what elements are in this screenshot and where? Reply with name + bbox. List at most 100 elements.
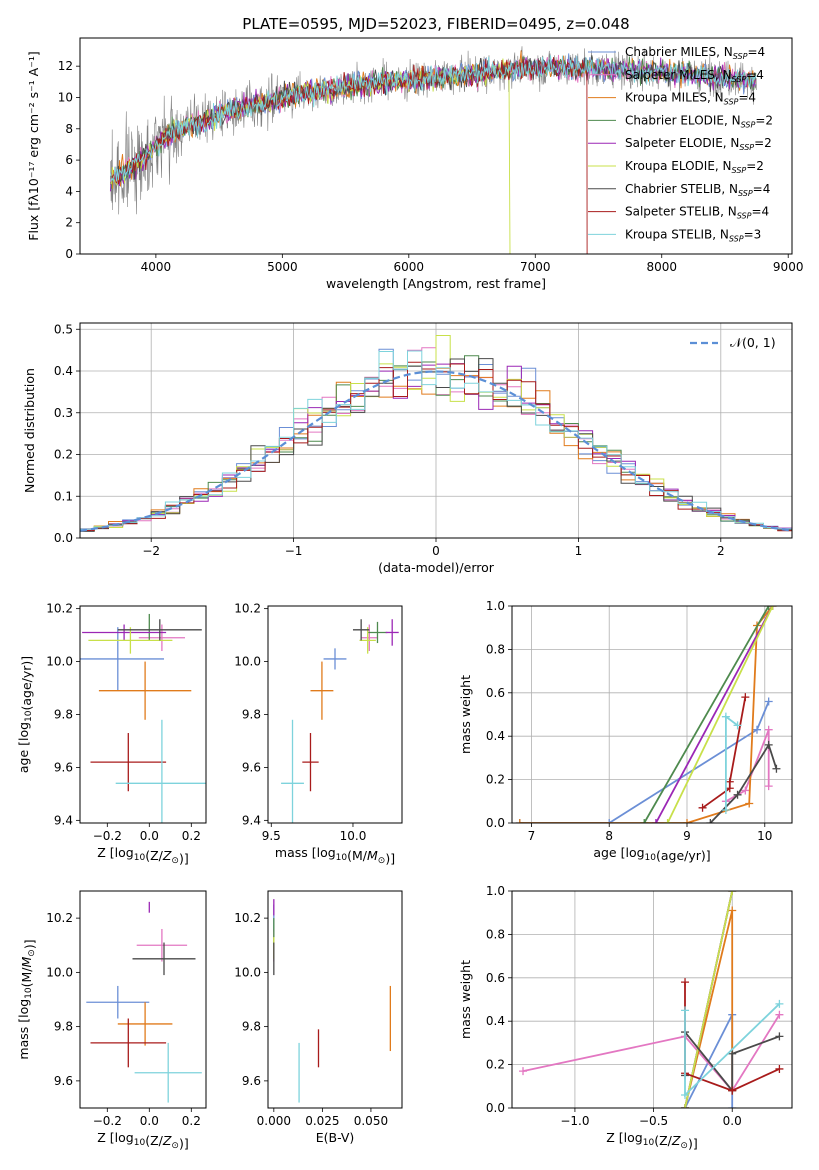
- x-tick-label: 8: [605, 829, 613, 843]
- panel-residuals: −2 −1 0 1 2 0.0 0.1 0.2 0.3 0.4 0.5 (data-model)/er…: [22, 322, 793, 575]
- x-tick-label: 6000: [394, 260, 425, 274]
- normal-reference-curve: [80, 370, 792, 532]
- data-marker: [663, 819, 672, 823]
- figure-title: PLATE=0595, MJD=52023, FIBERID=0495, z=0…: [242, 15, 629, 33]
- data-marker: [605, 819, 614, 823]
- data-marker: [764, 606, 773, 610]
- data-marker: [728, 1049, 737, 1058]
- x-axis-label: mass [log10(M/M⊙)]: [275, 845, 395, 866]
- x-tick-label: 4000: [141, 260, 172, 274]
- y-tick-label: 0.2: [54, 448, 73, 462]
- mass-weight-line: [684, 891, 734, 1108]
- y-tick-label: 10.0: [46, 965, 73, 979]
- x-tick-label: −2: [142, 544, 160, 558]
- data-marker: [768, 606, 777, 610]
- y-tick-label: 10.0: [234, 965, 261, 979]
- legend-entry: Kroupa STELIB, NSSP=3: [625, 227, 761, 243]
- data-marker: [775, 999, 784, 1008]
- data-marker: [721, 805, 730, 814]
- data-marker: [681, 1104, 690, 1108]
- panel-age_vs_mass: 9.5 10.0 9.4 9.6 9.8 10.0 10.2 mass [log10(M/M⊙…: [234, 602, 403, 866]
- data-marker: [728, 891, 737, 895]
- x-tick-label: −0.2: [93, 829, 122, 843]
- x-tick-label: 5000: [267, 260, 298, 274]
- axes-frame: −2 −1 0 1 2 0.0 0.1 0.2 0.3 0.4 0.5 (data-model)/er…: [22, 322, 793, 575]
- y-tick-label: 10.2: [234, 911, 261, 925]
- legend-entry: Salpeter ELODIE, NSSP=2: [625, 136, 772, 152]
- data-marker: [651, 819, 660, 823]
- data-marker: [741, 693, 750, 702]
- data-marker: [772, 764, 781, 773]
- panel-mass_weight_vs_Z: −1.0 −0.5 0.0 0.0 0.2 0.4 0.6 0.8 1.0 Z [log10(Z/…: [458, 884, 793, 1151]
- y-axis-label: age [log10(age/yr)]: [16, 656, 34, 773]
- mass-weight-line: [519, 606, 774, 823]
- panel-mass_weight_vs_age: 7 8 9 10 0.0 0.2 0.4 0.6 0.8 1.0 age [log10(age/yr…: [458, 599, 793, 863]
- y-tick-label: 0.6: [486, 686, 505, 700]
- data-marker: [764, 782, 773, 791]
- x-tick-label: −0.2: [93, 1114, 122, 1128]
- y-tick-label: 9.6: [242, 760, 261, 774]
- y-tick-label: 1.0: [486, 884, 505, 898]
- x-tick-label: 8000: [646, 260, 677, 274]
- legend-entry: Kroupa ELODIE, NSSP=2: [625, 159, 764, 175]
- model-spectrum: [109, 57, 588, 254]
- data-marker: [721, 712, 730, 721]
- plot-area: [80, 613, 206, 823]
- plot-area: [109, 46, 757, 254]
- residual-histogram: [80, 350, 792, 530]
- axes-border: [79, 890, 207, 1109]
- x-tick-label: 0.025: [305, 1114, 339, 1128]
- x-tick-label: 0.050: [354, 1114, 388, 1128]
- axes-border: [79, 37, 793, 255]
- legend-entry: 𝒩(0, 1): [730, 335, 776, 350]
- y-tick-label: 0.3: [54, 406, 73, 420]
- axes-frame: −1.0 −0.5 0.0 0.0 0.2 0.4 0.6 0.8 1.0 Z [log10(Z/…: [458, 884, 793, 1151]
- x-tick-label: 0.0: [140, 1114, 159, 1128]
- y-tick-label: 6: [65, 153, 73, 167]
- data-marker: [706, 819, 715, 823]
- y-tick-label: 9.8: [242, 1020, 261, 1034]
- axes-frame: 4000 5000 6000 7000 8000 9000 0 2 4 6 8 10 12 wavelen…: [26, 37, 804, 291]
- data-marker: [764, 725, 773, 734]
- y-tick-label: 9.6: [54, 760, 73, 774]
- x-tick-label: 0.0: [723, 1114, 742, 1128]
- data-marker: [725, 777, 734, 786]
- x-tick-label: 10: [757, 829, 772, 843]
- mass-weight-line: [643, 606, 770, 823]
- mass-weight-line: [519, 701, 770, 823]
- x-axis-label: Z [log10(Z/Z⊙)]: [606, 1130, 697, 1151]
- legend: Chabrier MILES, NSSP=4 Salpeter MILES, NS…: [588, 45, 773, 243]
- x-tick-label: 0.0: [140, 829, 159, 843]
- y-tick-label: 12: [58, 59, 73, 73]
- data-marker: [698, 803, 707, 812]
- data-marker: [733, 721, 742, 730]
- y-tick-label: 4: [65, 184, 73, 198]
- data-marker: [683, 819, 691, 823]
- x-tick-label: 9000: [773, 260, 804, 274]
- data-marker: [728, 1086, 737, 1095]
- data-marker: [775, 1032, 784, 1041]
- data-marker: [745, 799, 754, 808]
- x-tick-label: 2: [717, 544, 725, 558]
- y-tick-label: 10.0: [46, 655, 73, 669]
- legend-entry: Salpeter MILES, NSSP=4: [625, 68, 764, 84]
- y-axis-label: Flux [fλ10⁻¹⁷ erg cm⁻² s⁻¹ A⁻¹]: [26, 51, 41, 240]
- y-tick-label: 9.8: [54, 1020, 73, 1034]
- plot-area: [273, 899, 391, 1103]
- y-tick-label: 0.8: [486, 642, 505, 656]
- x-axis-label: (data-model)/error: [378, 560, 495, 575]
- y-tick-label: 10.2: [46, 911, 73, 925]
- data-marker: [764, 697, 773, 706]
- axes-border: [267, 890, 403, 1109]
- y-tick-label: 0.4: [486, 1014, 505, 1028]
- y-tick-label: 9.8: [54, 708, 73, 722]
- x-axis-label: wavelength [Angstrom, rest frame]: [326, 276, 546, 291]
- x-tick-label: 7000: [520, 260, 551, 274]
- axes-border: [267, 605, 403, 824]
- y-tick-label: 9.4: [242, 813, 261, 827]
- axes-border: [79, 322, 793, 539]
- x-axis-label: Z [log10(Z/Z⊙)]: [97, 845, 188, 866]
- y-tick-label: 10.2: [234, 602, 261, 616]
- axes-border: [79, 605, 207, 824]
